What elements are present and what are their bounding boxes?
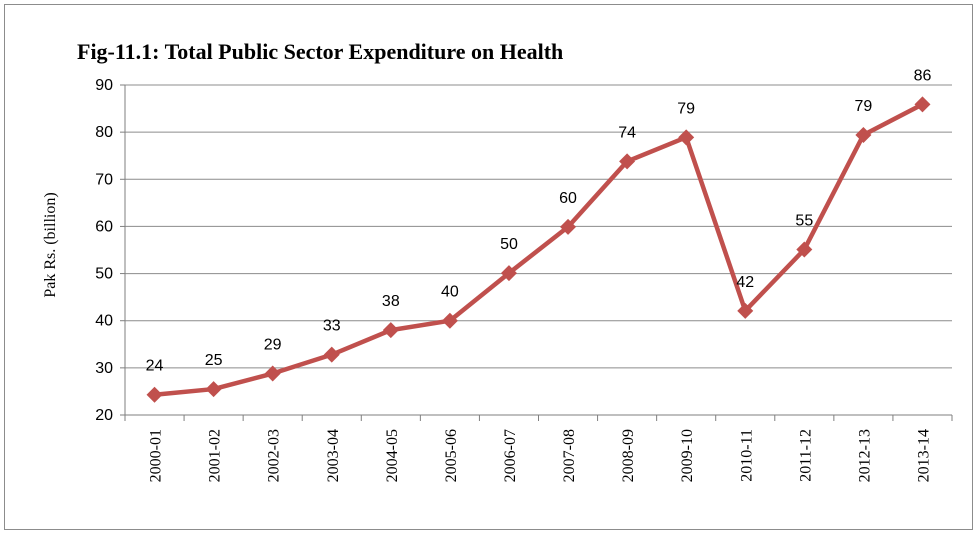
data-label: 55	[795, 213, 813, 230]
y-tick-label: 30	[95, 360, 113, 377]
x-tick-label: 2000-01	[148, 429, 165, 482]
data-label: 79	[677, 100, 695, 117]
y-tick-label: 40	[95, 313, 113, 330]
x-axis-ticks: 2000-01 2001-02 2002-03 2003-04 2004-05 2005-…	[124, 415, 953, 482]
data-label: 74	[618, 124, 636, 141]
y-axis-ticks: 20 30 40 50 60 70 80 90	[95, 77, 125, 424]
data-point-marker	[914, 96, 931, 113]
data-point-marker	[737, 302, 754, 319]
y-tick-label: 60	[95, 218, 113, 235]
y-tick-label: 90	[95, 77, 113, 94]
x-tick-label: 2011-12	[797, 429, 814, 482]
data-label: 40	[441, 284, 459, 301]
x-tick-label: 2002-03	[266, 429, 283, 482]
data-point-marker	[678, 129, 695, 146]
data-label: 60	[559, 190, 577, 207]
data-point-marker	[264, 365, 281, 382]
data-labels: 24 25 29 33 38 40 50 60 74 79 42 55 79 86	[146, 67, 932, 374]
series	[146, 96, 931, 403]
x-tick-label: 2005-06	[443, 429, 460, 482]
data-point-marker	[619, 153, 636, 170]
data-label: 33	[323, 318, 341, 335]
x-tick-label: 2010-11	[738, 429, 755, 482]
data-point-marker	[205, 381, 222, 398]
data-point-marker	[441, 312, 458, 329]
data-point-marker	[560, 218, 577, 235]
x-tick-label: 2003-04	[325, 429, 342, 482]
data-label: 79	[854, 98, 872, 115]
data-label: 38	[382, 293, 400, 310]
data-label: 42	[736, 274, 754, 291]
x-tick-label: 2006-07	[502, 429, 519, 482]
gridlines	[125, 84, 952, 369]
x-tick-label: 2012-13	[856, 429, 873, 482]
x-tick-label: 2004-05	[384, 429, 401, 482]
y-tick-label: 80	[95, 124, 113, 141]
x-tick-label: 2008-09	[620, 429, 637, 482]
data-point-marker	[382, 322, 399, 339]
x-tick-label: 2013-14	[915, 429, 932, 482]
line-chart: Fig-11.1: Total Public Sector Expenditur…	[42, 39, 953, 482]
data-point-marker	[855, 126, 872, 143]
data-point-marker	[323, 346, 340, 363]
y-tick-label: 20	[95, 407, 113, 424]
y-tick-label: 70	[95, 171, 113, 188]
data-label: 24	[146, 358, 164, 375]
data-point-marker	[146, 386, 163, 403]
data-point-marker	[500, 265, 517, 282]
chart-title: Fig-11.1: Total Public Sector Expenditur…	[77, 39, 563, 64]
data-label: 50	[500, 236, 518, 253]
x-tick-label: 2007-08	[561, 429, 578, 482]
data-label: 86	[914, 67, 932, 84]
data-point-marker	[796, 241, 813, 258]
y-axis-label: Pak Rs. (billion)	[42, 192, 59, 297]
chart-frame: Fig-11.1: Total Public Sector Expenditur…	[4, 4, 973, 530]
y-tick-label: 50	[95, 266, 113, 283]
data-label: 25	[205, 352, 223, 369]
x-tick-label: 2009-10	[679, 429, 696, 482]
x-tick-label: 2001-02	[207, 429, 224, 482]
data-label: 29	[264, 337, 282, 354]
series-line	[154, 102, 924, 397]
